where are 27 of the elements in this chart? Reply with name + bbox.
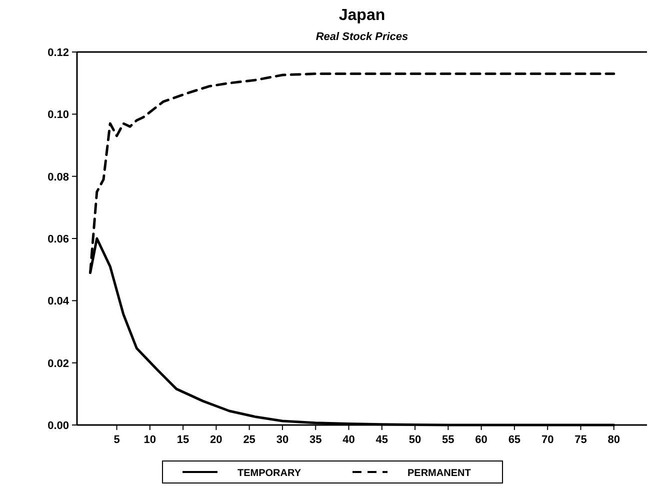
legend-label: TEMPORARY — [238, 468, 302, 479]
x-tick-label: 65 — [508, 434, 521, 446]
y-tick-label: 0.08 — [48, 171, 69, 184]
x-tick-label: 5 — [114, 434, 120, 446]
chart-title: Japan — [338, 7, 386, 24]
y-tick-label: 0.10 — [48, 109, 69, 122]
x-tick-label: 10 — [144, 434, 156, 446]
x-tick-label: 70 — [541, 434, 554, 446]
x-tick-label: 60 — [475, 434, 488, 446]
x-tick-label: 25 — [243, 434, 256, 446]
y-tick-label: 0.06 — [48, 234, 69, 246]
x-tick-label: 40 — [342, 434, 355, 446]
chart-subtitle: Real Stock Prices — [316, 31, 408, 43]
x-tick-label: 15 — [176, 434, 190, 446]
y-tick-label: 0.02 — [48, 358, 69, 370]
x-tick-label: 30 — [276, 434, 289, 446]
x-tick-label: 50 — [408, 434, 422, 446]
x-tick-label: 35 — [309, 434, 322, 446]
x-tick-label: 45 — [376, 434, 388, 446]
y-tick-label: 0.12 — [48, 47, 69, 59]
x-tick-label: 75 — [574, 434, 587, 446]
x-tick-label: 20 — [210, 434, 222, 446]
y-tick-label: 0.00 — [48, 420, 69, 432]
x-tick-label: 55 — [442, 434, 454, 446]
legend-label: PERMANENT — [408, 468, 471, 479]
y-tick-label: 0.04 — [48, 296, 70, 308]
x-tick-label: 80 — [608, 434, 620, 446]
